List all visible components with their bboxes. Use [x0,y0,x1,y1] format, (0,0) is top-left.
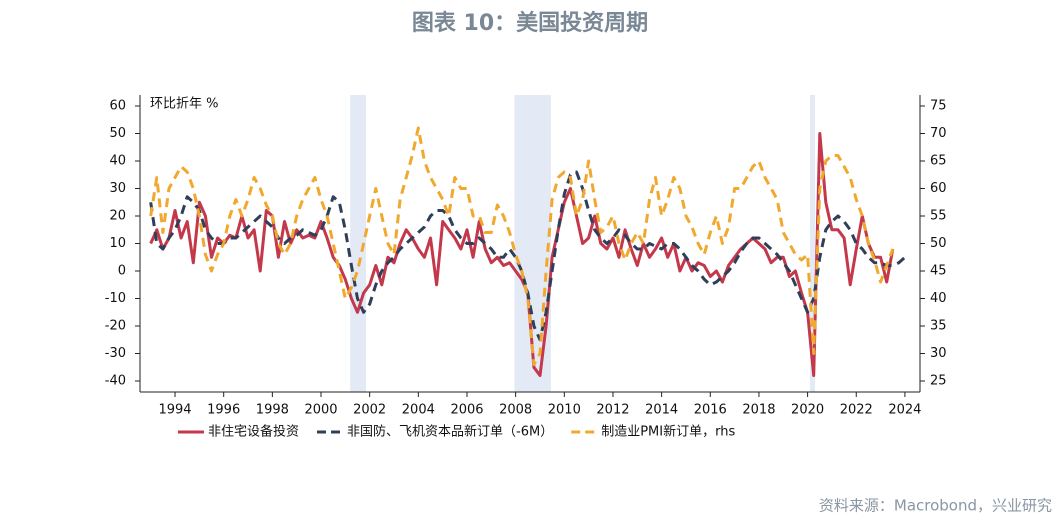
y2-tick-label: 45 [930,264,947,279]
y-tick-label: 30 [109,181,126,196]
legend-label: 非住宅设备投资 [208,424,299,440]
source: 资料来源：Macrobond，兴业研究 [819,497,1052,515]
series-line [149,132,895,377]
y2-tick-label: 65 [930,154,947,169]
legend-label: 非国防、飞机资本品新订单（-6M） [347,424,553,440]
y-axis-label: 环比折年 % [150,97,219,112]
y-tick-label: 10 [109,236,126,251]
x-tick-label: 2008 [499,403,532,418]
recession-shade [350,95,367,392]
y-tick-label: -20 [105,319,126,334]
y-tick-label: 40 [109,154,126,169]
x-tick-label: 2016 [694,403,727,418]
y-tick-label: -10 [105,291,126,306]
y2-tick-label: 60 [930,181,947,196]
y2-tick-label: 75 [930,99,947,114]
series-line [149,126,895,366]
x-tick-label: 2018 [742,403,775,418]
x-tick-label: 1994 [158,403,191,418]
y-tick-label: 60 [109,99,126,114]
y-tick-label: -40 [105,374,126,389]
x-tick-label: 2006 [450,403,483,418]
x-tick-label: 2022 [840,403,873,418]
y2-tick-label: 70 [930,126,947,141]
x-tick-label: 2002 [353,403,386,418]
x-tick-label: 1998 [256,403,289,418]
x-tick-label: 2014 [645,403,678,418]
x-tick-label: 2024 [888,403,921,418]
y2-tick-label: 50 [930,236,947,251]
y-tick-label: 50 [109,126,126,141]
x-tick-label: 2012 [596,403,629,418]
x-tick-label: 1996 [207,403,240,418]
x-tick-label: 2010 [548,403,581,418]
y2-tick-label: 55 [930,209,947,224]
y2-tick-label: 25 [930,374,947,389]
y2-tick-label: 35 [930,319,947,334]
y-tick-label: 0 [118,264,126,279]
y-tick-label: -30 [105,346,126,361]
y-tick-label: 20 [109,209,126,224]
x-tick-label: 2000 [304,403,337,418]
chart-title: 图表 10：美国投资周期 [412,10,648,36]
legend-label: 制造业PMI新订单，rhs [601,424,735,440]
x-tick-label: 2020 [791,403,824,418]
y2-tick-label: 40 [930,291,947,306]
recession-shade [810,95,815,392]
x-tick-label: 2004 [402,403,435,418]
y2-tick-label: 30 [930,346,947,361]
